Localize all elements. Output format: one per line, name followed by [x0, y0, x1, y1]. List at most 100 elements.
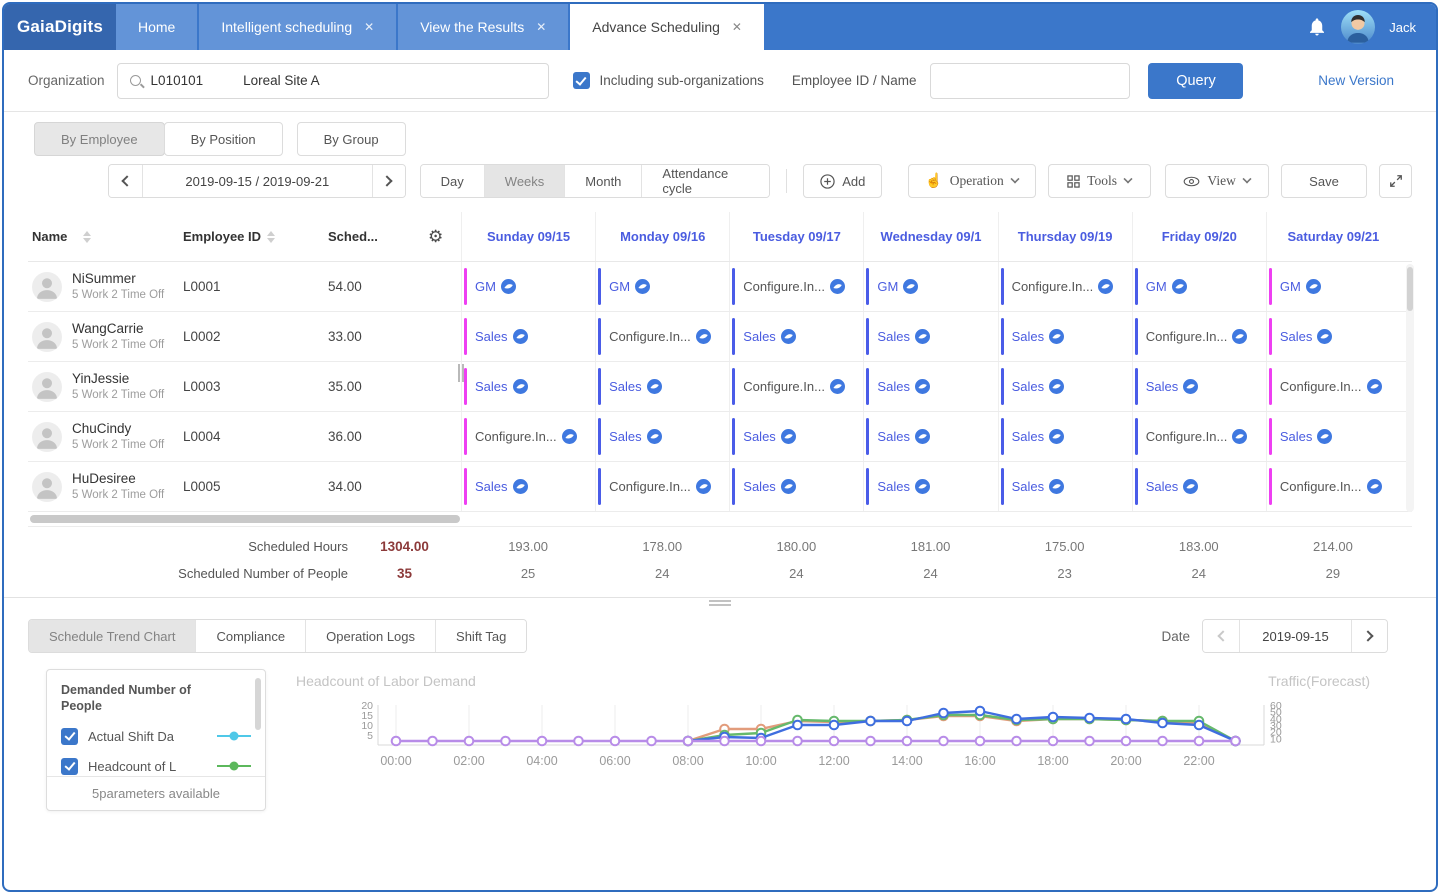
add-button[interactable]: Add [803, 164, 882, 198]
shift-cell[interactable]: Configure.In... [595, 462, 729, 511]
shift-stripe [732, 418, 735, 455]
day-column-header: Sunday 09/15 [461, 212, 595, 261]
user-avatar[interactable] [1341, 10, 1375, 44]
notification-bell-icon[interactable] [1307, 17, 1327, 37]
shift-cell[interactable]: Configure.In... [1132, 412, 1266, 461]
view-button[interactable]: View [1165, 164, 1269, 198]
scheduled-hours-text: 36.00 [328, 429, 362, 444]
shift-cell[interactable]: GM [1266, 262, 1400, 311]
shift-cell[interactable]: Sales [1266, 312, 1400, 361]
close-icon[interactable]: ✕ [732, 20, 742, 34]
shift-cell[interactable]: GM [863, 262, 997, 311]
scheduled-hours-total: 1304.00 [348, 539, 461, 554]
prev-week-button[interactable] [109, 165, 142, 197]
close-icon[interactable]: ✕ [364, 20, 374, 34]
bottom-tab-operation-logs[interactable]: Operation Logs [305, 620, 435, 652]
shift-label: Configure.In... [1146, 329, 1228, 344]
pane-resize-handle[interactable] [457, 362, 465, 384]
shift-cell[interactable]: Sales [998, 462, 1132, 511]
fullscreen-button[interactable] [1379, 164, 1412, 198]
shift-cell[interactable]: Configure.In... [1132, 312, 1266, 361]
scheduled-hours-row: Scheduled Hours 1304.00 193.00178.00180.… [28, 533, 1412, 560]
legend-checkbox[interactable] [61, 728, 78, 745]
close-icon[interactable]: ✕ [536, 20, 546, 34]
shift-cell[interactable]: Configure.In... [729, 362, 863, 411]
shift-cell[interactable]: Sales [729, 412, 863, 461]
shift-label: Configure.In... [1280, 379, 1362, 394]
shift-cell[interactable]: Configure.In... [729, 262, 863, 311]
shift-cell[interactable]: Sales [1132, 462, 1266, 511]
next-date-button[interactable] [1351, 620, 1387, 652]
new-version-link[interactable]: New Version [1318, 73, 1394, 88]
query-button[interactable]: Query [1148, 63, 1243, 99]
shift-status-icon [1367, 379, 1382, 394]
shift-cell[interactable]: Sales [998, 312, 1132, 361]
shift-cell[interactable]: Sales [1266, 412, 1400, 461]
shift-cell[interactable]: GM [595, 262, 729, 311]
period-tab-day[interactable]: Day [421, 165, 484, 197]
shift-cell[interactable]: Sales [461, 312, 595, 361]
shift-cell[interactable]: Configure.In... [461, 412, 595, 461]
shift-status-icon [1049, 479, 1064, 494]
shift-cell[interactable]: Configure.In... [998, 262, 1132, 311]
date-range-value[interactable]: 2019-09-15 / 2019-09-21 [142, 165, 372, 197]
bottom-tab-shift-tag[interactable]: Shift Tag [435, 620, 526, 652]
shift-cell[interactable]: Sales [998, 412, 1132, 461]
prev-date-button[interactable] [1203, 620, 1239, 652]
employee-id-input[interactable] [930, 63, 1130, 99]
nav-tab[interactable]: Intelligent scheduling✕ [199, 4, 396, 50]
organization-input[interactable]: L010101 Loreal Site A [117, 63, 549, 99]
shift-cell[interactable]: Configure.In... [1266, 462, 1400, 511]
operation-button[interactable]: ☝ Operation [908, 164, 1035, 198]
shift-cell[interactable]: Sales [863, 412, 997, 461]
shift-cell[interactable]: Sales [595, 412, 729, 461]
brand-logo[interactable]: GaiaDigits [4, 4, 116, 50]
shift-cell[interactable]: Configure.In... [595, 312, 729, 361]
shift-cell[interactable]: Sales [729, 462, 863, 511]
legend-scrollbar-thumb[interactable] [255, 678, 261, 730]
shift-cell[interactable]: Sales [1132, 362, 1266, 411]
save-button[interactable]: Save [1281, 164, 1367, 198]
shift-status-icon [830, 379, 845, 394]
shift-stripe [866, 268, 869, 305]
tab-by-employee[interactable]: By Employee [34, 122, 165, 156]
shift-cell[interactable]: Sales [863, 462, 997, 511]
tab-by-position[interactable]: By Position [164, 122, 283, 156]
shift-cell[interactable]: GM [461, 262, 595, 311]
column-settings-gear-icon[interactable]: ⚙ [428, 227, 443, 247]
nav-tab[interactable]: Advance Scheduling✕ [570, 4, 764, 50]
include-suborgs-checkbox[interactable] [573, 72, 590, 89]
vertical-scrollbar-thumb[interactable] [1407, 267, 1413, 311]
next-week-button[interactable] [372, 165, 405, 197]
shift-cell[interactable]: Sales [461, 462, 595, 511]
tools-button[interactable]: Tools [1048, 164, 1152, 198]
shift-cell[interactable]: Sales [998, 362, 1132, 411]
period-tab-month[interactable]: Month [564, 165, 641, 197]
shift-cell[interactable]: GM [1132, 262, 1266, 311]
period-tab-weeks[interactable]: Weeks [484, 165, 565, 197]
shift-cell[interactable]: Sales [595, 362, 729, 411]
shift-status-icon [915, 479, 930, 494]
nav-tab-label: Home [138, 19, 175, 35]
shift-cell[interactable]: Sales [863, 362, 997, 411]
legend-checkbox[interactable] [61, 758, 78, 775]
horizontal-scrollbar-thumb[interactable] [30, 515, 460, 523]
sort-employee-id-control[interactable] [267, 231, 275, 243]
shift-cell[interactable]: Configure.In... [1266, 362, 1400, 411]
day-hours-total: 181.00 [863, 539, 997, 554]
bottom-tab-schedule-trend-chart[interactable]: Schedule Trend Chart [29, 620, 195, 652]
shift-stripe [1135, 268, 1138, 305]
nav-tab[interactable]: Home [116, 4, 197, 50]
sort-name-control[interactable] [83, 231, 91, 243]
bottom-tab-compliance[interactable]: Compliance [195, 620, 305, 652]
period-tab-attendance-cycle[interactable]: Attendance cycle [641, 165, 769, 197]
tab-by-group[interactable]: By Group [297, 122, 406, 156]
splitter-handle[interactable] [709, 600, 731, 606]
shift-stripe [598, 368, 601, 405]
shift-cell[interactable]: Sales [729, 312, 863, 361]
employee-name: YinJessie5 Work 2 Time Off [72, 371, 164, 402]
date-value[interactable]: 2019-09-15 [1239, 620, 1351, 652]
shift-cell[interactable]: Sales [863, 312, 997, 361]
shift-cell[interactable]: Sales [461, 362, 595, 411]
nav-tab[interactable]: View the Results✕ [398, 4, 568, 50]
